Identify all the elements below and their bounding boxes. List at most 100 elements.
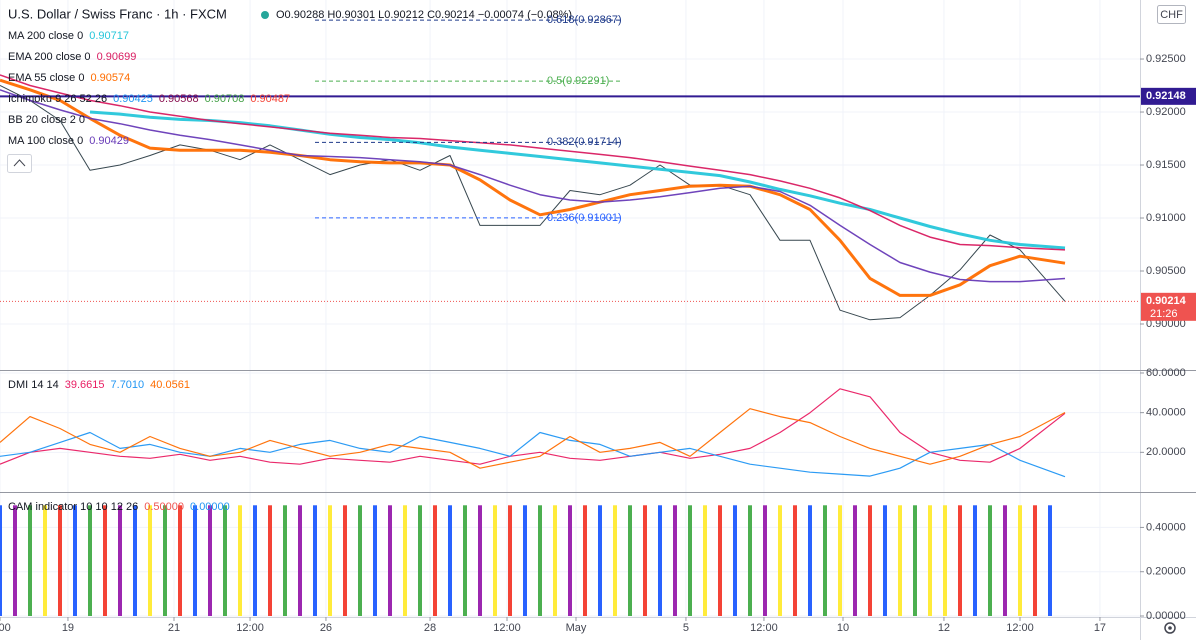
bar xyxy=(973,505,977,616)
bar xyxy=(553,505,557,616)
bar xyxy=(958,505,962,616)
fib-label: 0.618(0.92867) xyxy=(547,14,622,26)
y-tick-label: 0.90000 xyxy=(1146,318,1186,330)
legend-value: 0.90574 xyxy=(90,72,130,84)
series-line xyxy=(0,74,1066,251)
currency-box[interactable] xyxy=(1157,5,1186,24)
series-line xyxy=(0,408,1066,469)
bar xyxy=(328,505,332,616)
bar xyxy=(0,505,2,616)
currency[interactable]: CHF xyxy=(1160,9,1183,21)
bar xyxy=(718,505,722,616)
legend-label: MA 200 close 0 xyxy=(8,30,83,42)
bar xyxy=(748,505,752,616)
bar xyxy=(568,505,572,616)
bar xyxy=(133,505,137,616)
bar xyxy=(658,505,662,616)
legend-label: EMA 55 close 0 xyxy=(8,72,84,84)
bar xyxy=(28,505,32,616)
bar xyxy=(43,505,47,616)
horizontal-line-box xyxy=(1141,87,1196,105)
bar xyxy=(178,505,182,616)
legend-value: 0.90487 xyxy=(250,93,290,105)
y-tick-label: 0.90500 xyxy=(1146,265,1186,277)
y-tick-label: 0.92000 xyxy=(1146,106,1186,118)
bar xyxy=(943,505,947,616)
y-tick-label: 0.20000 xyxy=(1146,566,1186,578)
bar xyxy=(688,505,692,616)
bar xyxy=(313,505,317,616)
collapse-icon xyxy=(13,159,26,167)
series-line xyxy=(0,85,1066,321)
bar xyxy=(448,505,452,616)
legend-value: 7.7010 xyxy=(111,379,145,391)
y-tick-label: 0.40000 xyxy=(1146,521,1186,533)
x-tick-label: 0:00 xyxy=(0,622,11,634)
bar xyxy=(148,505,152,616)
legend-label: CAM indicator 10 10 12 26 xyxy=(8,501,138,513)
bar xyxy=(583,505,587,616)
bar xyxy=(838,505,842,616)
x-tick-label: 10 xyxy=(837,622,849,634)
series-line xyxy=(0,78,1066,297)
bar xyxy=(118,505,122,616)
bar xyxy=(793,505,797,616)
symbol-title: U.S. Dollar / Swiss Franc · 1h · FXCM xyxy=(8,6,227,21)
fib-label: 0.236(0.91001) xyxy=(547,212,622,224)
x-tick-label: 12:00 xyxy=(236,622,264,634)
bar xyxy=(853,505,857,616)
settings-icon[interactable] xyxy=(1164,622,1176,634)
bar xyxy=(823,505,827,616)
legend-value: 0.00000 xyxy=(190,501,230,513)
bar xyxy=(88,505,92,616)
x-tick-label: 12 xyxy=(938,622,950,634)
bar xyxy=(253,505,257,616)
bar xyxy=(523,505,527,616)
y-tick-label: 0.91500 xyxy=(1146,159,1186,171)
fib-label: 0.382(0.91714) xyxy=(547,136,622,148)
legend-label: MA 100 close 0 xyxy=(8,135,83,147)
bar xyxy=(208,505,212,616)
legend-value: 40.0561 xyxy=(150,379,190,391)
bar xyxy=(358,505,362,616)
y-tick-label: 20.0000 xyxy=(1146,446,1186,458)
legend-value: 0.50000 xyxy=(144,501,184,513)
time-axis xyxy=(0,618,1196,640)
ohlc: O0.90288 H0.90301 L0.90212 C0.90214 −0.0… xyxy=(276,9,572,21)
legend-label: BB 20 close 2 0 xyxy=(8,114,85,126)
bar xyxy=(883,505,887,616)
x-tick-label: 21 xyxy=(168,622,180,634)
bar xyxy=(898,505,902,616)
bar xyxy=(868,505,872,616)
bar xyxy=(418,505,422,616)
bar xyxy=(223,505,227,616)
bar xyxy=(598,505,602,616)
x-tick-label: 12:00 xyxy=(493,622,521,634)
x-tick-label: May xyxy=(566,622,587,634)
bar xyxy=(703,505,707,616)
bar xyxy=(238,505,242,616)
legend-value: 0.90429 xyxy=(89,135,129,147)
bar xyxy=(628,505,632,616)
bar xyxy=(193,505,197,616)
bar xyxy=(1033,505,1037,616)
y-tick-label: 60.0000 xyxy=(1146,367,1186,379)
legend-label: EMA 200 close 0 xyxy=(8,51,91,63)
bar xyxy=(913,505,917,616)
plot xyxy=(0,19,1140,616)
bar xyxy=(538,505,542,616)
bar xyxy=(613,505,617,616)
bar xyxy=(343,505,347,616)
bar xyxy=(283,505,287,616)
legend-value: 0.90568 xyxy=(159,93,199,105)
bar xyxy=(478,505,482,616)
x-tick-label: 26 xyxy=(320,622,332,634)
series-line xyxy=(89,110,1066,250)
bar xyxy=(268,505,272,616)
x-tick-label: 12:00 xyxy=(750,622,778,634)
bar xyxy=(1003,505,1007,616)
bar xyxy=(463,505,467,616)
collapse-button[interactable] xyxy=(7,154,32,173)
